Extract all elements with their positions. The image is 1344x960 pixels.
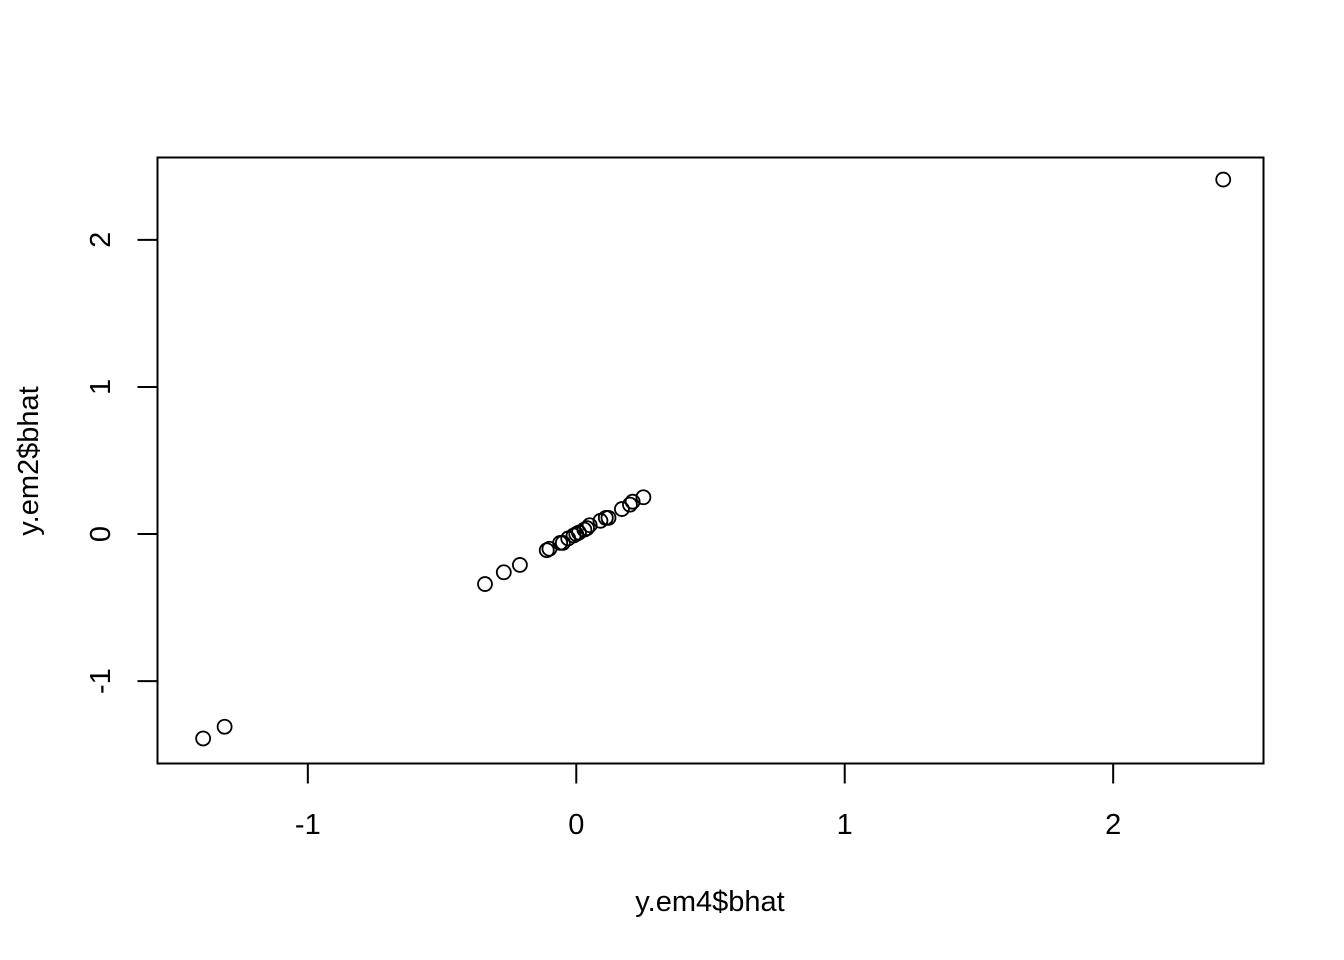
data-point bbox=[554, 534, 571, 551]
x-axis: -1 0 1 2 bbox=[295, 762, 1121, 841]
data-point bbox=[635, 489, 652, 506]
y-axis-label: y.em2$bhat bbox=[13, 386, 45, 535]
data-point bbox=[581, 517, 598, 534]
x-tick-label: 2 bbox=[1105, 809, 1121, 841]
data-point bbox=[195, 730, 212, 747]
data-point bbox=[216, 718, 233, 735]
data-point bbox=[622, 496, 638, 513]
y-tick-label: 2 bbox=[85, 232, 117, 248]
x-axis-label: y.em4$bhat bbox=[635, 886, 784, 918]
x-tick-label: -1 bbox=[295, 809, 321, 841]
y-tick-label: -1 bbox=[85, 668, 117, 694]
x-tick-label: 0 bbox=[568, 809, 584, 841]
x-tick-label: 1 bbox=[837, 809, 853, 841]
y-axis: -1 0 1 2 bbox=[85, 232, 159, 694]
data-point bbox=[579, 520, 595, 537]
points-layer bbox=[195, 171, 1232, 747]
y-tick-label: 0 bbox=[85, 526, 117, 542]
plot-frame bbox=[156, 156, 1265, 765]
data-point bbox=[495, 564, 512, 581]
data-point bbox=[477, 576, 493, 592]
data-point bbox=[512, 557, 528, 573]
y-tick-label: 1 bbox=[85, 379, 117, 395]
data-point bbox=[600, 509, 617, 526]
data-point bbox=[624, 493, 641, 510]
data-point bbox=[614, 501, 630, 517]
data-point bbox=[1215, 171, 1232, 188]
